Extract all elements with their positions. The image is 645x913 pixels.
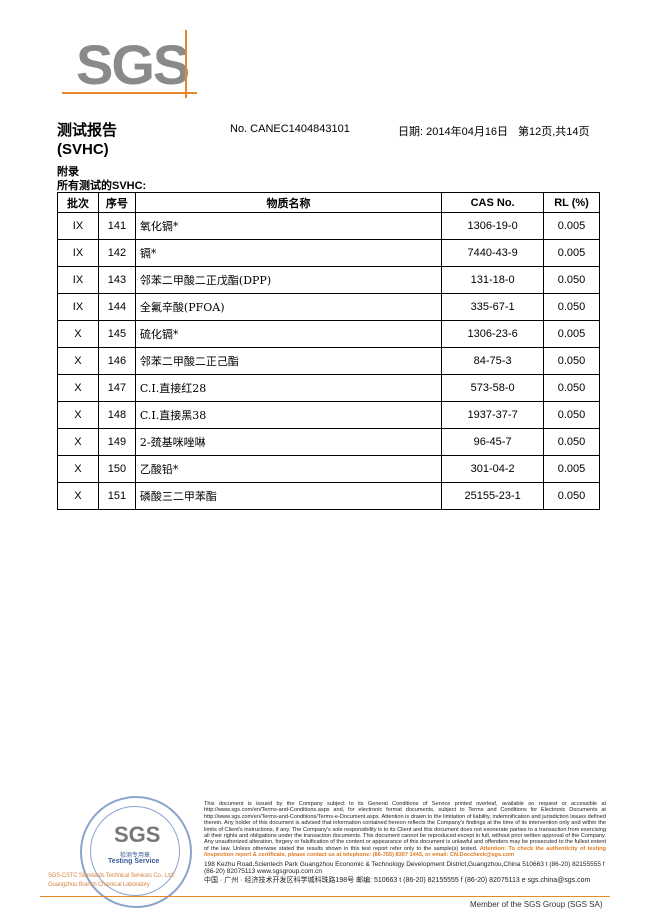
seq-cell: 151: [97, 482, 136, 510]
batch-cell: IX: [57, 212, 99, 240]
table-row: IX 142 镉* 7440-43-9 0.005: [57, 239, 600, 267]
cas-cell: 573-58-0: [441, 374, 545, 402]
report-date: 日期: 2014年04月16日: [398, 126, 509, 138]
cas-cell: 96-45-7: [441, 428, 545, 456]
batch-cell: IX: [57, 293, 99, 321]
rl-cell: 0.050: [543, 401, 600, 429]
rl-cell: 0.050: [543, 347, 600, 375]
seq-cell: 141: [97, 212, 136, 240]
table-header-row: 批次 序号 物质名称 CAS No. RL (%): [57, 192, 600, 213]
substance-cell: 硫化镉*: [134, 320, 443, 348]
batch-cell: X: [57, 374, 99, 402]
cas-cell: 84-75-3: [441, 347, 545, 375]
cas-cell: 1937-37-7: [441, 401, 545, 429]
substance-cell: 2-巯基咪唑啉: [134, 428, 443, 456]
batch-cell: X: [57, 320, 99, 348]
footer-text-column: This document is issued by the Company s…: [204, 801, 606, 885]
substance-cell: 镉*: [134, 239, 443, 267]
seq-cell: 147: [97, 374, 136, 402]
rl-cell: 0.050: [543, 374, 600, 402]
report-title: 测试报告: [57, 122, 118, 139]
member-text: Member of the SGS Group (SGS SA): [470, 900, 603, 909]
substance-cell: 磷酸三二甲苯酯: [134, 482, 443, 510]
table-row: IX 144 全氟辛酸(PFOA) 335-67-1 0.050: [57, 293, 600, 321]
table-row: IX 143 邻苯二甲酸二正戊酯(DPP) 131-18-0 0.050: [57, 266, 600, 294]
seq-cell: 144: [97, 293, 136, 321]
section-heading: 所有测试的SVHC:: [57, 180, 147, 192]
logo-line: [185, 30, 187, 98]
table-row: X 145 硫化镉* 1306-23-6 0.005: [57, 320, 600, 348]
batch-cell: X: [57, 347, 99, 375]
batch-cell: X: [57, 401, 99, 429]
seq-cell: 145: [97, 320, 136, 348]
batch-cell: X: [57, 482, 99, 510]
seq-cell: 150: [97, 455, 136, 483]
table-row: IX 141 氧化镉* 1306-19-0 0.005: [57, 212, 600, 240]
cas-cell: 335-67-1: [441, 293, 545, 321]
table-row: X 147 C.I.直接红28 573-58-0 0.050: [57, 374, 600, 402]
rl-cell: 0.050: [543, 266, 600, 294]
footer-divider: [40, 896, 610, 897]
cas-cell: 301-04-2: [441, 455, 545, 483]
column-header: 批次: [57, 192, 99, 213]
table-row: X 149 2-巯基咪唑啉 96-45-7 0.050: [57, 428, 600, 456]
substance-cell: 全氟辛酸(PFOA): [134, 293, 443, 321]
rl-cell: 0.005: [543, 239, 600, 267]
seq-cell: 142: [97, 239, 136, 267]
rl-cell: 0.050: [543, 482, 600, 510]
svhc-table: 批次 序号 物质名称 CAS No. RL (%) IX 141 氧化镉* 1306-19-0…: [57, 192, 600, 510]
cas-cell: 1306-23-6: [441, 320, 545, 348]
report-number: No. CANEC1404843101: [230, 123, 350, 135]
batch-cell: X: [57, 428, 99, 456]
table-row: X 151 磷酸三二甲苯酯 25155-23-1 0.050: [57, 482, 600, 510]
rl-cell: 0.050: [543, 293, 600, 321]
seal-company: SGS-CSTC Standards Technical Services Co…: [48, 873, 175, 879]
substance-cell: C.I.直接黑38: [134, 401, 443, 429]
logo-line: [62, 92, 197, 94]
seq-cell: 149: [97, 428, 136, 456]
seq-cell: 146: [97, 347, 136, 375]
table-row: X 146 邻苯二甲酸二正己酯 84-75-3 0.050: [57, 347, 600, 375]
report-subtitle: (SVHC): [57, 141, 109, 158]
seal-lab: Guangzhou Branch Chemical Laboratory: [48, 882, 150, 888]
address-cn: 中国 · 广州 · 经济技术开发区科学城科珠路198号 邮编: 510663 t…: [204, 876, 591, 884]
cas-cell: 25155-23-1: [441, 482, 545, 510]
cas-cell: 1306-19-0: [441, 212, 545, 240]
section-appendix: 附录: [57, 166, 79, 178]
rl-cell: 0.050: [543, 428, 600, 456]
legal-notice: This document is issued by the Company s…: [204, 801, 606, 859]
column-header: CAS No.: [441, 192, 545, 213]
batch-cell: IX: [57, 266, 99, 294]
attention-notice: Attention: To check the authenticity of …: [204, 845, 606, 859]
column-header: 物质名称: [134, 192, 443, 213]
rl-cell: 0.005: [543, 320, 600, 348]
cas-cell: 7440-43-9: [441, 239, 545, 267]
rl-cell: 0.005: [543, 212, 600, 240]
seq-cell: 148: [97, 401, 136, 429]
batch-cell: X: [57, 455, 99, 483]
substance-cell: C.I.直接红28: [134, 374, 443, 402]
seq-cell: 143: [97, 266, 136, 294]
substance-cell: 邻苯二甲酸二正戊酯(DPP): [134, 266, 443, 294]
batch-cell: IX: [57, 239, 99, 267]
table-row: X 150 乙酸铅* 301-04-2 0.005: [57, 455, 600, 483]
cas-cell: 131-18-0: [441, 266, 545, 294]
testing-service-seal: SGS 检测专用章 Testing Service: [80, 796, 192, 908]
rl-cell: 0.005: [543, 455, 600, 483]
sgs-logo: SGS: [62, 30, 197, 98]
substance-cell: 邻苯二甲酸二正己酯: [134, 347, 443, 375]
address-en: 198 Kezhu Road,Scientech Park Guangzhou …: [204, 860, 605, 876]
column-header: RL (%): [543, 192, 600, 213]
table-row: X 148 C.I.直接黑38 1937-37-7 0.050: [57, 401, 600, 429]
substance-cell: 乙酸铅*: [134, 455, 443, 483]
page-info: 第12页,共14页: [518, 126, 590, 138]
substance-cell: 氧化镉*: [134, 212, 443, 240]
column-header: 序号: [97, 192, 136, 213]
